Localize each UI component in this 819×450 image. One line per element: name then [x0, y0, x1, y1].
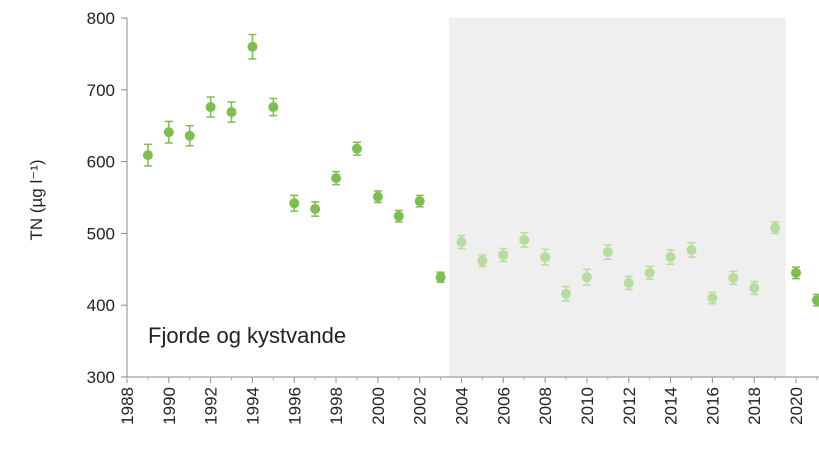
data-point: [623, 275, 634, 291]
marker: [561, 288, 572, 299]
marker: [247, 41, 258, 52]
x-tick-label: 2010: [578, 387, 597, 425]
data-point: [456, 234, 467, 250]
marker: [435, 272, 446, 283]
shaded-region: [448, 18, 786, 377]
data-point: [226, 101, 237, 123]
marker: [351, 143, 362, 154]
data-point: [811, 293, 819, 307]
y-tick-label: 700: [87, 81, 115, 100]
x-tick-label: 2006: [494, 387, 513, 425]
x-tick-label: 1998: [327, 387, 346, 425]
data-point: [581, 268, 592, 286]
marker: [498, 249, 509, 260]
x-tick-label: 2002: [411, 387, 430, 425]
x-tick-label: 2008: [536, 387, 555, 425]
marker: [811, 295, 819, 306]
data-point: [477, 254, 488, 268]
marker: [770, 222, 781, 233]
data-point: [414, 194, 425, 208]
marker: [749, 282, 760, 293]
marker: [644, 267, 655, 278]
marker: [393, 211, 404, 222]
data-point: [770, 221, 781, 235]
marker: [184, 130, 195, 141]
x-tick-label: 2020: [787, 387, 806, 425]
marker: [665, 252, 676, 263]
marker: [414, 196, 425, 207]
marker: [540, 252, 551, 263]
marker: [581, 272, 592, 283]
x-tick-label: 2004: [453, 387, 472, 425]
marker: [686, 244, 697, 255]
x-tick-label: 2012: [620, 387, 639, 425]
data-point: [372, 190, 383, 204]
marker: [456, 237, 467, 248]
marker: [226, 107, 237, 118]
data-point: [686, 241, 697, 258]
data-point: [665, 249, 676, 266]
marker: [623, 277, 634, 288]
y-tick-label: 600: [87, 153, 115, 172]
data-point: [142, 143, 153, 167]
data-point: [791, 266, 802, 280]
data-point: [644, 265, 655, 281]
data-point: [519, 231, 530, 248]
marker: [728, 272, 739, 283]
marker: [268, 102, 279, 113]
marker: [163, 127, 174, 138]
data-point: [498, 247, 509, 263]
marker: [791, 267, 802, 278]
data-point: [289, 194, 300, 212]
x-tick-label: 2014: [662, 387, 681, 425]
data-point: [247, 33, 258, 60]
data-point: [728, 270, 739, 286]
data-point: [163, 120, 174, 144]
x-tick-label: 2000: [369, 387, 388, 425]
x-tick-label: 1992: [202, 387, 221, 425]
x-tick-label: 2018: [745, 387, 764, 425]
x-tick-label: 1994: [243, 387, 262, 425]
y-tick-label: 300: [87, 368, 115, 387]
data-point: [602, 244, 613, 260]
marker: [707, 293, 718, 304]
marker: [205, 102, 216, 113]
marker: [477, 255, 488, 266]
marker: [519, 234, 530, 245]
y-tick-label: 800: [87, 9, 115, 28]
annotation: Fjorde og kystvande: [148, 323, 346, 348]
x-tick-label: 1988: [118, 387, 137, 425]
data-point: [707, 291, 718, 305]
data-point: [435, 271, 446, 283]
marker: [310, 203, 321, 214]
x-tick-label: 1996: [285, 387, 304, 425]
x-tick-label: 1990: [160, 387, 179, 425]
y-tick-label: 500: [87, 224, 115, 243]
data-point: [351, 141, 362, 156]
data-point: [331, 170, 342, 186]
data-point: [393, 209, 404, 223]
marker: [372, 191, 383, 202]
data-point: [561, 285, 572, 302]
data-point: [268, 97, 279, 117]
data-point: [184, 124, 195, 147]
marker: [331, 173, 342, 184]
y-axis-label: TN (µg l⁻¹): [27, 159, 46, 240]
y-tick-label: 400: [87, 296, 115, 315]
data-point: [540, 248, 551, 266]
data-point: [749, 280, 760, 296]
data-point: [310, 201, 321, 217]
x-tick-label: 2016: [703, 387, 722, 425]
marker: [142, 150, 153, 161]
data-point: [205, 96, 216, 118]
marker: [602, 247, 613, 258]
marker: [289, 198, 300, 209]
